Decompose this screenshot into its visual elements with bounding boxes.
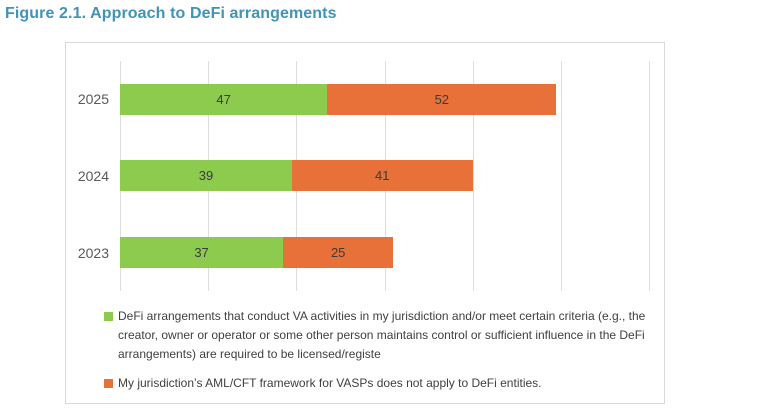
bar-segment-series2: 52 xyxy=(327,83,557,115)
legend-swatch-icon xyxy=(104,379,113,388)
plot-area: 2025 47 52 2024 39 41 2023 37 25 xyxy=(78,61,650,291)
stacked-bar: 39 41 xyxy=(120,160,649,192)
category-label: 2025 xyxy=(77,91,109,108)
chart-container: 2025 47 52 2024 39 41 2023 37 25 DeFi arrangemen… xyxy=(65,42,665,404)
legend-item-series1: DeFi arrangements that conduct VA activi… xyxy=(104,307,654,364)
bar-value-label: 39 xyxy=(198,168,214,184)
category-label: 2024 xyxy=(77,167,109,184)
bar-segment-series2: 41 xyxy=(291,160,473,192)
bar-value-label: 47 xyxy=(216,91,231,107)
gridline-100 xyxy=(560,61,562,291)
gridline-120 xyxy=(649,61,650,291)
chart-legend: DeFi arrangements that conduct VA activi… xyxy=(104,307,654,403)
category-label: 2023 xyxy=(77,244,109,261)
legend-item-series2: My jurisdiction’s AML/CFT framework for … xyxy=(104,374,654,393)
bar-value-label: 52 xyxy=(434,91,450,107)
bar-row-2025: 2025 47 52 xyxy=(78,61,649,138)
bar-value-label: 37 xyxy=(194,245,209,261)
bar-value-label: 41 xyxy=(375,168,390,184)
gridline-80 xyxy=(472,61,474,291)
stacked-bar: 47 52 xyxy=(120,83,649,115)
legend-label: My jurisdiction’s AML/CFT framework for … xyxy=(118,376,542,390)
bar-segment-series2: 25 xyxy=(283,237,394,269)
legend-swatch-icon xyxy=(104,312,113,321)
stacked-bar: 37 25 xyxy=(120,237,649,269)
bar-segment-series1: 47 xyxy=(120,83,328,115)
legend-label: DeFi arrangements that conduct VA activi… xyxy=(118,309,646,361)
bar-segment-series1: 37 xyxy=(120,237,284,269)
bar-row-2024: 2024 39 41 xyxy=(78,138,649,215)
bar-row-2023: 2023 37 25 xyxy=(78,214,649,291)
bar-segment-series1: 39 xyxy=(120,160,292,192)
figure-title: Figure 2.1. Approach to DeFi arrangement… xyxy=(5,5,337,22)
bar-value-label: 25 xyxy=(330,245,346,261)
